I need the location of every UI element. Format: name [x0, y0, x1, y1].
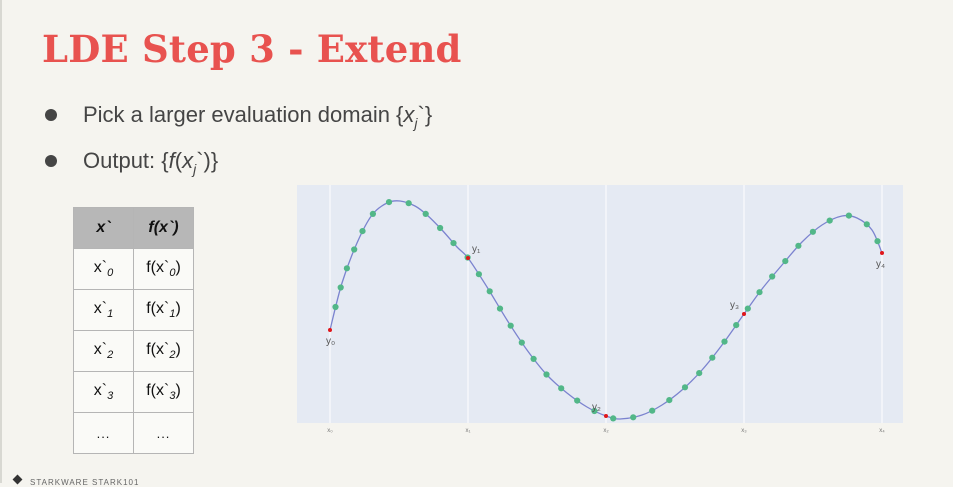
original-point — [880, 251, 884, 255]
bullet-list: Pick a larger evaluation domain {xj`} Ou… — [45, 98, 432, 190]
original-point — [328, 328, 332, 332]
bullet-dot-icon — [45, 155, 57, 167]
table-row: x`0 f(x`0) — [73, 248, 194, 290]
cell-fx: f(x`3) — [133, 371, 194, 413]
x-tick-label: x₁ — [465, 428, 470, 434]
evaluation-point — [845, 212, 853, 219]
cell-x: x`2 — [73, 330, 134, 372]
slide-edge — [0, 0, 2, 483]
evaluation-table: x` f(x`) x`0 f(x`0) x`1 f(x`1) x`2 f(x`2… — [73, 207, 194, 454]
table-row: x`3 f(x`3) — [73, 371, 194, 413]
evaluation-point — [756, 289, 763, 296]
bullet-item-domain: Pick a larger evaluation domain {xj`} — [45, 98, 432, 144]
chart-background — [297, 185, 903, 423]
cell-fx: f(x`1) — [133, 289, 194, 331]
cell-ellipsis: ... — [133, 412, 194, 454]
evaluation-point — [405, 200, 412, 207]
header-fx: f(x`) — [133, 207, 194, 249]
evaluation-point — [795, 242, 802, 249]
evaluation-point — [769, 273, 776, 280]
bullet-text: Pick a larger evaluation domain { — [83, 102, 404, 127]
slide-title: LDE Step 3 - Extend — [42, 27, 462, 71]
evaluation-point — [530, 355, 537, 362]
bullet-var: x — [403, 102, 415, 127]
evaluation-point — [591, 407, 598, 415]
evaluation-point — [649, 407, 656, 414]
cell-fx: f(x`0) — [133, 248, 194, 290]
cell-ellipsis: ... — [73, 412, 134, 454]
bullet-func: f — [168, 148, 175, 173]
bullet-var: x — [182, 148, 194, 173]
evaluation-point — [518, 339, 525, 346]
evaluation-point — [744, 305, 751, 312]
evaluation-point — [709, 354, 716, 361]
evaluation-point — [351, 246, 358, 253]
evaluation-point — [450, 240, 457, 247]
table-row-ellipsis: ... ... — [73, 412, 194, 454]
evaluation-point — [721, 338, 728, 345]
evaluation-point — [475, 271, 482, 278]
cell-x: x`1 — [73, 289, 134, 331]
table-header-row: x` f(x`) — [73, 207, 194, 249]
evaluation-point — [666, 397, 673, 404]
x-tick-label: x₀ — [327, 428, 333, 434]
bullet-paren: ( — [174, 148, 183, 173]
evaluation-point — [343, 265, 350, 272]
evaluation-point — [337, 284, 344, 291]
evaluation-point — [826, 217, 833, 224]
point-label: y₁ — [472, 244, 481, 255]
evaluation-point — [422, 210, 429, 217]
evaluation-point — [681, 384, 689, 391]
evaluation-point — [696, 370, 703, 377]
evaluation-point — [369, 210, 376, 217]
x-tick-label: x₃ — [741, 428, 747, 434]
evaluation-point — [874, 238, 881, 245]
evaluation-point — [574, 397, 581, 404]
evaluation-point — [496, 305, 504, 312]
original-point — [604, 414, 608, 418]
evaluation-point — [486, 288, 493, 295]
evaluation-point — [809, 228, 817, 235]
evaluation-point — [733, 322, 740, 329]
x-tick-label: x₂ — [603, 428, 609, 434]
bullet-subscript: j — [414, 115, 418, 131]
evaluation-point — [332, 303, 339, 311]
cell-x: x`0 — [73, 248, 134, 290]
bullet-text: Output: { — [83, 148, 169, 173]
bullet-subscript: j — [193, 161, 197, 177]
header-x: x` — [73, 207, 134, 249]
bullet-item-output: Output: {f(xj`)} — [45, 144, 432, 190]
point-label: y₂ — [592, 402, 601, 413]
table-row: x`1 f(x`1) — [73, 289, 194, 331]
evaluation-point — [437, 224, 444, 232]
cell-fx: f(x`2) — [133, 330, 194, 372]
cell-x: x`3 — [73, 371, 134, 413]
point-label: y₄ — [876, 259, 885, 270]
x-tick-label: x₄ — [879, 428, 885, 434]
evaluation-point — [385, 199, 393, 206]
polynomial-curve — [329, 200, 883, 420]
extension-chart: y₀ y₁ y₂ y₃ y₄ x₀ x₁ x₂ x₃ x₄ — [297, 185, 903, 434]
original-point — [466, 256, 470, 260]
evaluation-point — [543, 371, 550, 378]
evaluation-point — [507, 322, 514, 329]
evaluation-point — [630, 414, 637, 421]
bullet-dot-icon — [45, 109, 57, 121]
evaluation-point — [359, 228, 366, 235]
bullet-suffix: `} — [417, 102, 433, 127]
point-label: y₀ — [326, 336, 335, 347]
evaluation-point — [863, 221, 870, 228]
evaluation-point — [782, 258, 789, 265]
original-point — [742, 312, 746, 316]
table-row: x`2 f(x`2) — [73, 330, 194, 372]
point-label: y₃ — [730, 300, 739, 311]
bullet-suffix: `)} — [196, 148, 219, 173]
evaluation-point — [610, 415, 617, 422]
evaluation-point — [558, 385, 565, 392]
